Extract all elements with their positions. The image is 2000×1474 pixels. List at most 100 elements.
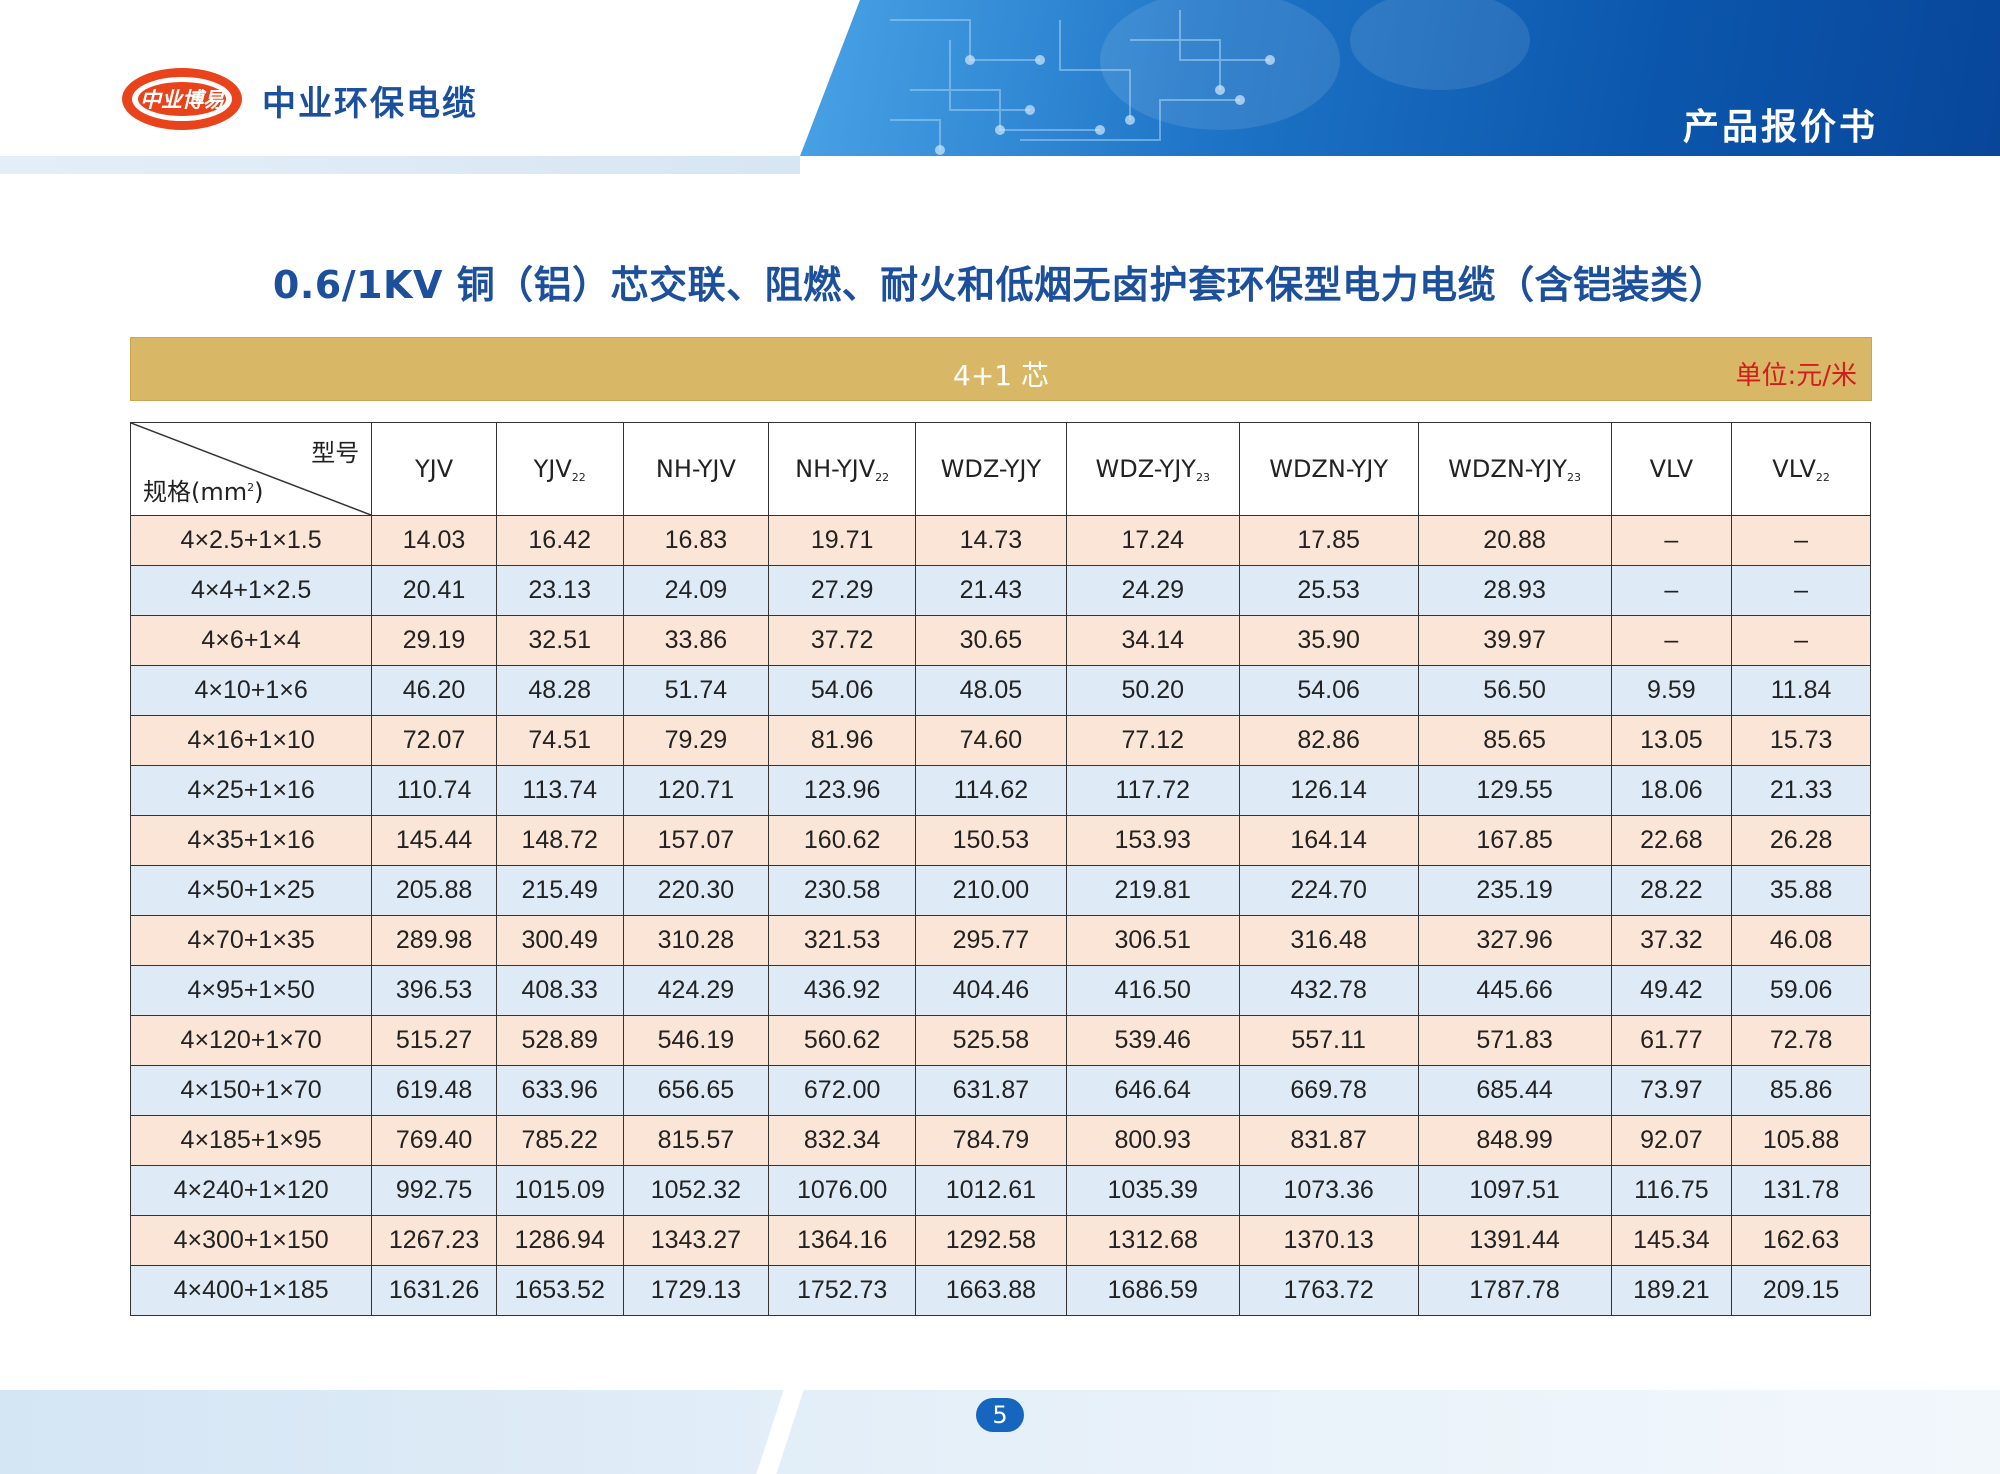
price-cell: 59.06 bbox=[1731, 965, 1871, 1016]
price-cell: 150.53 bbox=[915, 815, 1067, 866]
price-cell: 1343.27 bbox=[622, 1215, 770, 1266]
price-cell: 769.40 bbox=[371, 1115, 497, 1166]
price-cell: 116.75 bbox=[1610, 1165, 1733, 1216]
table-row: 4×70+1×35 289.98 300.49 310.28 321.53 295.77 3… bbox=[129, 915, 1871, 966]
price-cell: 27.29 bbox=[768, 565, 917, 616]
price-cell: 18.06 bbox=[1610, 765, 1733, 816]
price-cell: 1752.73 bbox=[768, 1265, 917, 1316]
table-row: 4×185+1×95 769.40 785.22 815.57 832.34 784.79… bbox=[129, 1115, 1871, 1166]
price-cell: 113.74 bbox=[495, 765, 624, 816]
price-cell: 114.62 bbox=[915, 765, 1067, 816]
price-cell: 72.07 bbox=[371, 715, 497, 766]
price-cell: – bbox=[1731, 615, 1871, 666]
price-cell: 54.06 bbox=[1238, 665, 1419, 716]
price-cell: 669.78 bbox=[1238, 1065, 1419, 1116]
price-cell: 300.49 bbox=[495, 915, 624, 966]
price-cell: 46.20 bbox=[371, 665, 497, 716]
core-label: 4+1 芯 bbox=[953, 359, 1049, 392]
spec-cell: 4×300+1×150 bbox=[129, 1215, 373, 1266]
price-cell: 1787.78 bbox=[1417, 1265, 1612, 1316]
spec-cell: 4×95+1×50 bbox=[129, 965, 373, 1016]
price-cell: 145.34 bbox=[1610, 1215, 1733, 1266]
price-cell: 24.29 bbox=[1065, 565, 1240, 616]
price-cell: 1631.26 bbox=[371, 1265, 497, 1316]
price-cell: 85.86 bbox=[1731, 1065, 1871, 1116]
price-cell: 436.92 bbox=[768, 965, 917, 1016]
price-cell: 35.88 bbox=[1731, 865, 1871, 916]
price-cell: 34.14 bbox=[1065, 615, 1240, 666]
spec-header-label: 规格(mm2) bbox=[143, 478, 264, 506]
brand-name: 中业环保电缆 bbox=[262, 84, 478, 124]
price-cell: 1097.51 bbox=[1417, 1165, 1612, 1216]
price-cell: 28.22 bbox=[1610, 865, 1733, 916]
table-caption-band: 4+1 芯 单位:元/米 bbox=[130, 337, 1872, 401]
price-cell: 24.09 bbox=[622, 565, 770, 616]
table-row: 4×95+1×50 396.53 408.33 424.29 436.92 404.46 4… bbox=[129, 965, 1871, 1016]
price-cell: 1286.94 bbox=[495, 1215, 624, 1266]
price-cell: 209.15 bbox=[1731, 1265, 1871, 1316]
model-header-label: 型号 bbox=[311, 439, 360, 467]
column-header: VLV bbox=[1610, 422, 1733, 516]
price-cell: 1015.09 bbox=[495, 1165, 624, 1216]
spec-cell: 4×150+1×70 bbox=[129, 1065, 373, 1116]
table-row: 4×120+1×70 515.27 528.89 546.19 560.62 525.58… bbox=[129, 1015, 1871, 1066]
price-cell: 48.05 bbox=[915, 665, 1067, 716]
price-cell: 416.50 bbox=[1065, 965, 1240, 1016]
price-cell: 646.64 bbox=[1065, 1065, 1240, 1116]
price-cell: 157.07 bbox=[622, 815, 770, 866]
price-cell: 110.74 bbox=[371, 765, 497, 816]
price-cell: 219.81 bbox=[1065, 865, 1240, 916]
price-cell: 210.00 bbox=[915, 865, 1067, 916]
price-cell: 85.65 bbox=[1417, 715, 1612, 766]
price-cell: 162.63 bbox=[1731, 1215, 1871, 1266]
price-cell: 310.28 bbox=[622, 915, 770, 966]
price-cell: 13.05 bbox=[1610, 715, 1733, 766]
price-cell: 784.79 bbox=[915, 1115, 1067, 1166]
table-row: 4×400+1×185 1631.26 1653.52 1729.13 1752.73 1… bbox=[129, 1265, 1871, 1316]
column-header: NH-YJV22 bbox=[768, 422, 917, 516]
price-cell: 289.98 bbox=[371, 915, 497, 966]
price-cell: 48.28 bbox=[495, 665, 624, 716]
price-cell: 131.78 bbox=[1731, 1165, 1871, 1216]
column-header: VLV22 bbox=[1731, 422, 1871, 516]
company-logo: 中业博易 bbox=[122, 68, 242, 130]
table-row: 4×35+1×16 145.44 148.72 157.07 160.62 150.53 1… bbox=[129, 815, 1871, 866]
price-cell: 23.13 bbox=[495, 565, 624, 616]
price-cell: 631.87 bbox=[915, 1065, 1067, 1116]
table-row: 4×4+1×2.5 20.41 23.13 24.09 27.29 21.43 24.29 2… bbox=[129, 565, 1871, 616]
price-cell: 77.12 bbox=[1065, 715, 1240, 766]
price-cell: 633.96 bbox=[495, 1065, 624, 1116]
column-header: YJV22 bbox=[495, 422, 624, 516]
price-cell: 120.71 bbox=[622, 765, 770, 816]
column-header: WDZN-YJY bbox=[1238, 422, 1419, 516]
price-cell: 672.00 bbox=[768, 1065, 917, 1116]
price-cell: 167.85 bbox=[1417, 815, 1612, 866]
table-row: 4×16+1×10 72.07 74.51 79.29 81.96 74.60 77.12 8… bbox=[129, 715, 1871, 766]
price-cell: 316.48 bbox=[1238, 915, 1419, 966]
price-cell: 39.97 bbox=[1417, 615, 1612, 666]
price-cell: 408.33 bbox=[495, 965, 624, 1016]
price-cell: 560.62 bbox=[768, 1015, 917, 1066]
price-cell: 1653.52 bbox=[495, 1265, 624, 1316]
price-cell: 123.96 bbox=[768, 765, 917, 816]
page-title: 0.6/1KV 铜（铝）芯交联、阻燃、耐火和低烟无卤护套环保型电力电缆（含铠装类… bbox=[272, 263, 1728, 307]
table-row: 4×2.5+1×1.5 14.03 16.42 16.83 19.71 14.73 17.2… bbox=[129, 515, 1871, 566]
price-cell: 11.84 bbox=[1731, 665, 1871, 716]
table-row: 4×6+1×4 29.19 32.51 33.86 37.72 30.65 34.14 35.… bbox=[129, 615, 1871, 666]
spec-cell: 4×16+1×10 bbox=[129, 715, 373, 766]
price-cell: – bbox=[1731, 515, 1871, 566]
page-number: 5 bbox=[976, 1398, 1024, 1432]
price-cell: 72.78 bbox=[1731, 1015, 1871, 1066]
price-cell: 1763.72 bbox=[1238, 1265, 1419, 1316]
spec-cell: 4×4+1×2.5 bbox=[129, 565, 373, 616]
header-banner bbox=[800, 0, 2000, 156]
price-cell: 1292.58 bbox=[915, 1215, 1067, 1266]
price-cell: 21.43 bbox=[915, 565, 1067, 616]
price-cell: 14.03 bbox=[371, 515, 497, 566]
price-cell: 1052.32 bbox=[622, 1165, 770, 1216]
price-cell: 20.41 bbox=[371, 565, 497, 616]
price-cell: 557.11 bbox=[1238, 1015, 1419, 1066]
price-cell: 515.27 bbox=[371, 1015, 497, 1066]
price-cell: 164.14 bbox=[1238, 815, 1419, 866]
table-header-row: 型号 规格(mm2) YJV YJV22 NH-YJV NH-YJV22 WDZ… bbox=[129, 422, 1871, 516]
